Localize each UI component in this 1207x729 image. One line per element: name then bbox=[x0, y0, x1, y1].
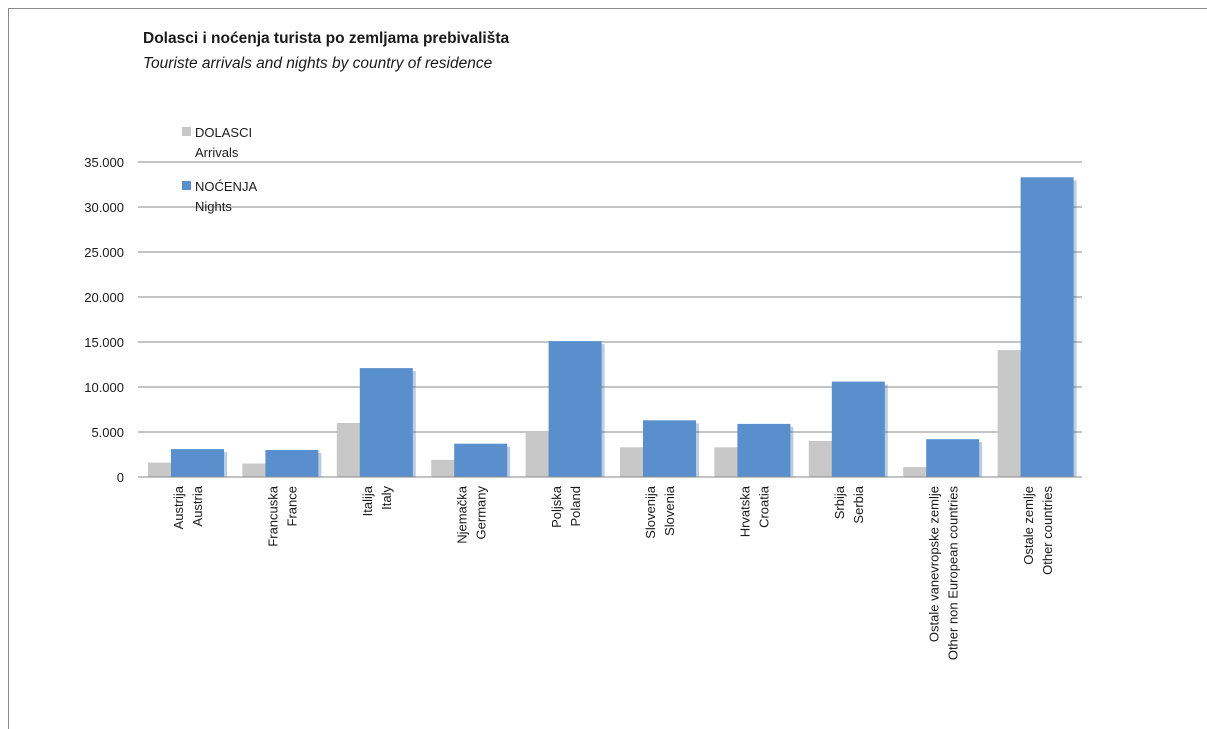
x-tick-label-line: Slovenia bbox=[662, 485, 677, 536]
bar-nights bbox=[643, 420, 696, 477]
x-tick-label-line: Austria bbox=[190, 485, 205, 526]
bar-nights bbox=[1020, 177, 1074, 478]
chart-frame bbox=[8, 8, 1207, 729]
bar-arrivals bbox=[242, 463, 271, 477]
x-tick-label-line: Other non European countries bbox=[945, 486, 960, 661]
x-tick-label-line: Austrija bbox=[171, 485, 186, 529]
x-tick-label: Ostale zemlje Other countries bbox=[1021, 486, 1055, 575]
bar-arrivals bbox=[431, 459, 460, 477]
y-tick-label: 0 bbox=[117, 470, 124, 485]
x-tick-label-line: Germany bbox=[473, 486, 488, 540]
x-tick-label-line: Italija bbox=[360, 485, 375, 516]
x-tick-label-line: Francuska bbox=[266, 485, 281, 546]
bar-nights bbox=[926, 439, 980, 477]
x-tick-label: Ostale vanevropske zemlje Other non Europ… bbox=[926, 486, 960, 661]
bar-arrivals bbox=[903, 467, 932, 477]
x-tick-label: Italija Italy bbox=[360, 485, 394, 516]
y-tick-label: 30.000 bbox=[84, 200, 124, 215]
x-tick-label-line: Njemačka bbox=[454, 485, 469, 544]
x-tick-label: Srbija Serbia bbox=[832, 485, 866, 523]
legend-label-en: Arrivals bbox=[195, 145, 239, 160]
bar-nights bbox=[171, 449, 224, 477]
x-tick-label: Slovenija Slovenia bbox=[643, 485, 677, 539]
x-tick-label-line: Poland bbox=[568, 486, 583, 526]
y-tick-label: 15.000 bbox=[84, 335, 124, 350]
x-tick-label-line: Ostale vanevropske zemlje bbox=[926, 486, 941, 642]
x-tick-label-line: Srbija bbox=[832, 485, 847, 519]
bar-nights bbox=[831, 381, 885, 477]
x-tick-label: Francuska France bbox=[266, 485, 300, 546]
x-tick-label-line: Ostale zemlje bbox=[1021, 486, 1036, 565]
x-tick-label: Hrvatska Croatia bbox=[738, 485, 772, 537]
y-tick-label: 20.000 bbox=[84, 290, 124, 305]
bar-nights bbox=[359, 368, 413, 477]
y-tick-label: 10.000 bbox=[84, 380, 124, 395]
x-tick-label: Austrija Austria bbox=[171, 485, 205, 529]
y-tick-label: 5.000 bbox=[91, 425, 124, 440]
x-tick-label-line: Italy bbox=[379, 486, 394, 510]
legend-swatch bbox=[182, 127, 191, 136]
x-tick-label-line: Serbia bbox=[851, 485, 866, 523]
x-tick-label-line: Croatia bbox=[757, 485, 772, 528]
bar-nights bbox=[454, 443, 508, 477]
x-tick-label-line: France bbox=[285, 486, 300, 526]
legend-label: NOĆENJA bbox=[195, 179, 257, 194]
x-tick-label-line: Poljska bbox=[549, 485, 564, 528]
y-tick-label: 35.000 bbox=[84, 155, 124, 170]
bar-nights bbox=[737, 423, 791, 477]
bar-arrivals bbox=[148, 462, 176, 477]
x-tick-label-line: Hrvatska bbox=[738, 485, 753, 537]
legend-label-en: Nights bbox=[195, 199, 232, 214]
legend-label: DOLASCI bbox=[195, 125, 252, 140]
x-tick-label: Njemačka Germany bbox=[454, 485, 488, 544]
bar-nights bbox=[548, 341, 602, 477]
chart-subtitle: Touriste arrivals and nights by country … bbox=[143, 55, 493, 72]
x-tick-label-line: Other countries bbox=[1040, 486, 1055, 575]
y-tick-label: 25.000 bbox=[84, 245, 124, 260]
x-tick-label: Poljska Poland bbox=[549, 485, 583, 528]
legend-swatch bbox=[182, 181, 191, 190]
x-tick-label-line: Slovenija bbox=[643, 485, 658, 539]
chart-title: Dolasci i noćenja turista po zemljama pr… bbox=[143, 30, 510, 47]
bar-nights bbox=[265, 450, 319, 477]
